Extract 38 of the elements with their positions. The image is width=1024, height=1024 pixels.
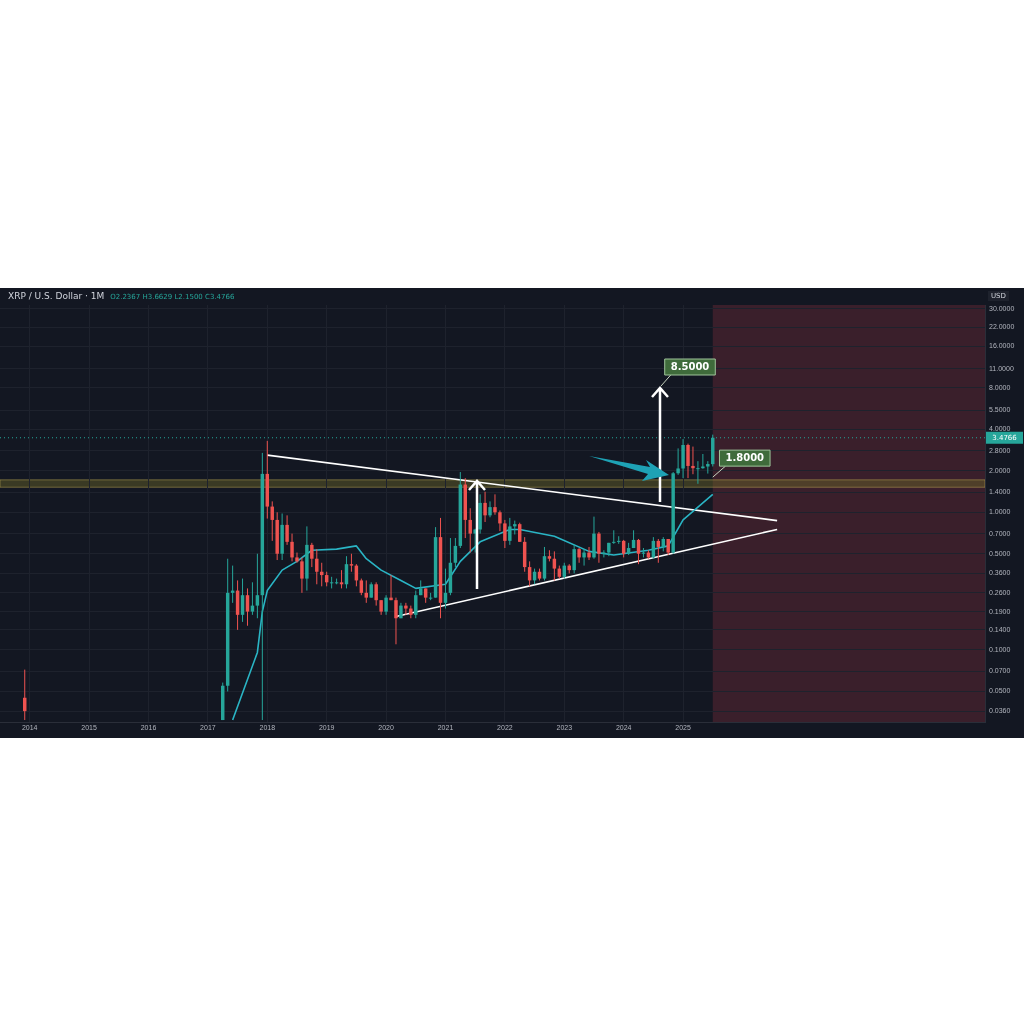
candlestick: [572, 544, 576, 574]
candlestick: [691, 446, 695, 475]
candlestick: [349, 553, 354, 573]
candlestick: [612, 529, 616, 545]
candlestick: [255, 553, 260, 619]
candlestick: [315, 548, 319, 585]
candlestick: [488, 500, 492, 518]
candlestick: [498, 510, 502, 532]
candlestick: [577, 547, 581, 564]
candlestick: [290, 533, 294, 562]
candlestick: [597, 531, 601, 564]
candlestick: [602, 549, 606, 558]
candlestick: [310, 542, 314, 568]
candlestick: [587, 546, 591, 561]
candlestick: [468, 507, 472, 554]
candlestick: [686, 443, 690, 479]
candlestick: [493, 493, 497, 516]
candlestick: [404, 602, 408, 616]
candlestick: [676, 447, 680, 476]
candlestick: [374, 581, 378, 607]
candlestick: [503, 519, 507, 549]
candlestick: [701, 453, 705, 470]
annotation: 1.8000: [725, 452, 765, 464]
candlestick: [384, 594, 388, 616]
candlestick: [295, 552, 299, 564]
candlestick: [592, 516, 596, 560]
candlestick: [285, 514, 289, 546]
candlestick: [483, 491, 487, 523]
chart-title: XRP / U.S. Dollar · 1M: [8, 291, 105, 301]
candlestick: [706, 460, 710, 475]
candlestick: [696, 460, 700, 485]
candlestick: [681, 438, 685, 479]
candlestick: [394, 597, 398, 645]
annotation: 8.5000: [670, 361, 710, 373]
candlestick: [582, 548, 586, 567]
candlestick: [300, 556, 304, 594]
candlestick: [414, 590, 418, 619]
candlestick: [508, 517, 512, 546]
